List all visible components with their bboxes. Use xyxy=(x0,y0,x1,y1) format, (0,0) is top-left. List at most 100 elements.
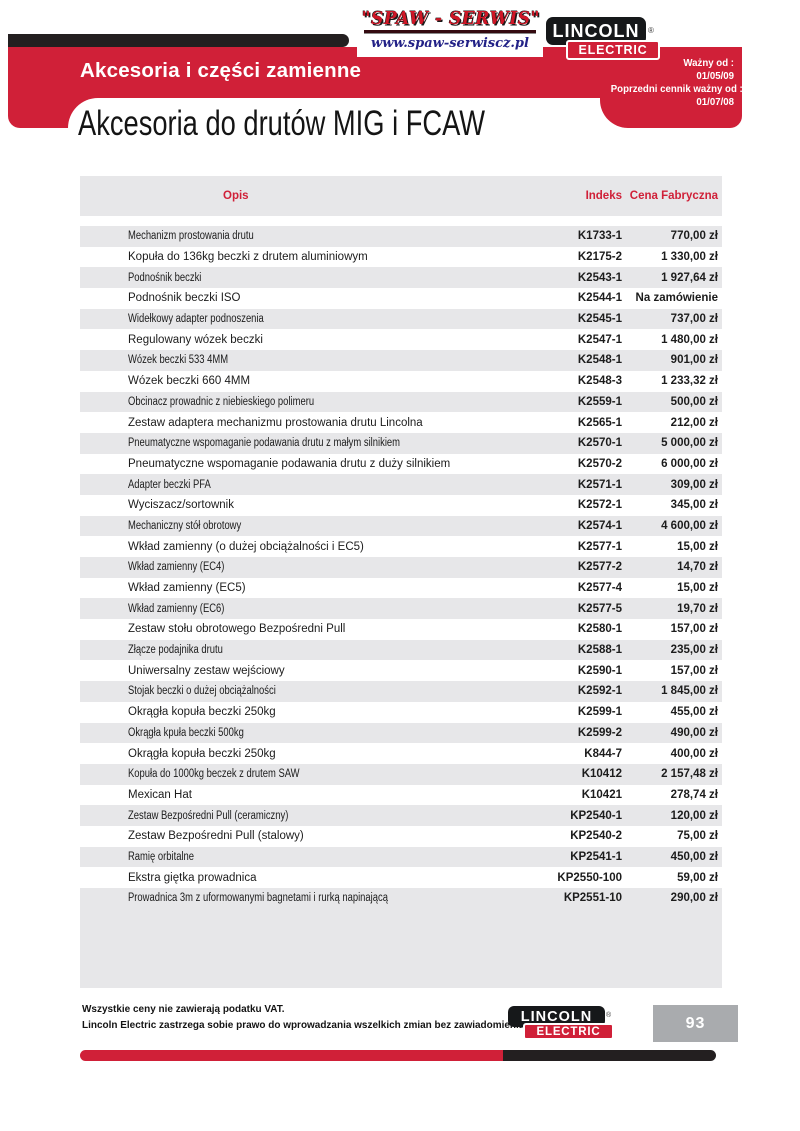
item-description: Ramię orbitalne xyxy=(128,850,195,863)
item-index: KP2540-1 xyxy=(570,809,622,822)
item-price: 2 157,48 zł xyxy=(661,768,718,781)
item-price: 1 480,00 zł xyxy=(661,333,718,346)
item-price: 455,00 zł xyxy=(670,706,718,719)
item-description: Okrągła kopuła beczki 250kg xyxy=(128,747,276,760)
item-description: Zestaw Bezpośredni Pull (stalowy) xyxy=(128,830,304,843)
table-body: Mechanizm prostowania drutu K1733-1 770,00… xyxy=(80,226,722,909)
page-number: 93 xyxy=(685,1014,706,1032)
item-index: K1733-1 xyxy=(577,230,622,243)
top-black-bar xyxy=(8,34,349,47)
spaw-serwis-underline xyxy=(364,30,536,34)
item-description: Obcinacz prowadnic z niebieskiego polime… xyxy=(128,395,315,408)
section-heading: Akcesoria i części zamienne xyxy=(80,59,362,82)
item-index: K2570-2 xyxy=(577,457,622,470)
table-row: Regulowany wózek beczki K2547-1 1 480,00 z… xyxy=(80,329,722,350)
item-index: K2545-1 xyxy=(577,313,622,326)
item-index: K2544-1 xyxy=(577,292,622,305)
item-index: K2574-1 xyxy=(577,519,622,532)
item-price: 290,00 zł xyxy=(670,892,718,905)
table-row: Ramię orbitalne KP2541-1 450,00 zł xyxy=(80,846,722,868)
item-price: Na zamówienie xyxy=(635,292,718,305)
item-index: K10421 xyxy=(581,788,622,801)
item-description: Wkład zamienny (EC5) xyxy=(128,582,246,595)
item-description: Wózek beczki 660 4MM xyxy=(128,375,251,388)
table-bottom-filler xyxy=(80,908,722,988)
item-index: KP2540-2 xyxy=(570,830,622,843)
item-index: K2577-5 xyxy=(577,602,622,615)
spaw-serwis-url: www.spaw-serwiscz.pl xyxy=(371,35,529,51)
item-description: Kopuła do 1000kg beczek z drutem SAW xyxy=(128,768,300,781)
table-row: Mechanizm prostowania drutu K1733-1 770,00… xyxy=(80,226,722,247)
item-price: 59,00 zł xyxy=(677,871,718,884)
item-description: Podnośnik beczki ISO xyxy=(128,292,241,305)
table-header-row: Opis Indeks Cena Fabryczna xyxy=(80,176,722,216)
item-description: Wkład zamienny (o dużej obciążalności i … xyxy=(128,540,364,553)
table-row: Zestaw adaptera mechanizmu prostowania d… xyxy=(80,412,722,433)
item-price: 278,74 zł xyxy=(670,788,718,801)
item-price: 345,00 zł xyxy=(670,499,718,512)
item-description: Pneumatyczne wspomaganie podawania drutu… xyxy=(128,437,401,450)
item-price: 75,00 zł xyxy=(677,830,718,843)
table-row: Mechaniczny stół obrotowy K2574-1 4 600,00… xyxy=(80,515,722,537)
item-description: Wózek beczki 533 4MM xyxy=(128,354,229,367)
table-row: Zestaw stołu obrotowego Bezpośredni Pull… xyxy=(80,619,722,640)
item-description: Podnośnik beczki xyxy=(128,271,202,284)
item-description: Pneumatyczne wspomaganie podawania drutu… xyxy=(128,457,451,470)
table-row: Okrągła kopuła beczki 250kg K2599-1 455,00… xyxy=(80,702,722,723)
item-price: 309,00 zł xyxy=(670,478,718,491)
table-row: Złącze podajnika drutu K2588-1 235,00 zł xyxy=(80,639,722,661)
table-row: Mexican Hat K10421 278,74 zł xyxy=(80,785,722,806)
item-description: Adapter beczki PFA xyxy=(128,478,211,491)
item-price: 400,00 zł xyxy=(670,747,718,760)
item-description: Zestaw stołu obrotowego Bezpośredni Pull xyxy=(128,623,346,636)
table-row: Prowadnica 3m z uformowanymi bagnetami i… xyxy=(80,888,722,909)
bottom-bar-red-segment xyxy=(80,1050,503,1061)
bottom-bar-black-segment xyxy=(503,1050,716,1061)
item-index: K2580-1 xyxy=(577,623,622,636)
item-index: K10412 xyxy=(581,768,622,781)
table-row: Okrągła kopuła beczki 250kg K844-7 400,00 … xyxy=(80,743,722,764)
table-row: Pneumatyczne wspomaganie podawania drutu… xyxy=(80,454,722,475)
item-index: K844-7 xyxy=(584,747,622,760)
table-row: Wkład zamienny (EC6) K2577-5 19,70 zł xyxy=(80,598,722,620)
item-price: 1 330,00 zł xyxy=(661,251,718,264)
item-index: KP2541-1 xyxy=(570,850,622,863)
item-price: 212,00 zł xyxy=(670,416,718,429)
lincoln-electric-logo: LINCOLN ® ELECTRIC xyxy=(546,17,666,63)
item-index: KP2551-10 xyxy=(563,892,622,905)
item-index: K2548-1 xyxy=(577,354,622,367)
item-index: K2548-3 xyxy=(577,375,622,388)
bottom-divider-bar xyxy=(80,1050,716,1061)
item-price: 120,00 zł xyxy=(670,809,718,822)
item-description: Okrągła kpuła beczki 500kg xyxy=(128,726,244,739)
table-row: Okrągła kpuła beczki 500kg K2599-2 490,00 … xyxy=(80,722,722,744)
table-row: Wkład zamienny (EC5) K2577-4 15,00 zł xyxy=(80,578,722,599)
item-price: 901,00 zł xyxy=(670,354,718,367)
item-price: 1 927,64 zł xyxy=(661,271,718,284)
table-row: Uniwersalny zestaw wejściowy K2590-1 157,0… xyxy=(80,660,722,681)
electric-wordmark: ELECTRIC xyxy=(566,40,660,60)
item-description: Okrągła kopuła beczki 250kg xyxy=(128,706,276,719)
item-index: K2588-1 xyxy=(577,644,622,657)
item-index: K2577-4 xyxy=(577,582,622,595)
item-price: 5 000,00 zł xyxy=(661,437,718,450)
item-index: K2547-1 xyxy=(577,333,622,346)
table-header-gap xyxy=(80,216,722,226)
column-header-index: Indeks xyxy=(585,190,622,202)
item-description: Mexican Hat xyxy=(128,788,192,801)
item-index: K2599-1 xyxy=(577,706,622,719)
table-row: Kopuła do 1000kg beczek z drutem SAW K104… xyxy=(80,763,722,785)
registered-mark-icon: ® xyxy=(606,1012,612,1019)
item-description: Ekstra giętka prowadnica xyxy=(128,871,257,884)
item-description: Regulowany wózek beczki xyxy=(128,333,263,346)
table-row: Widełkowy adapter podnoszenia K2545-1 737,… xyxy=(80,308,722,330)
item-index: K2577-1 xyxy=(577,540,622,553)
validity-box: Ważny od : 01/05/09 Poprzedni cennik waż… xyxy=(600,50,743,128)
table-row: Podnośnik beczki K2543-1 1 927,64 zł xyxy=(80,267,722,289)
footer-disclaimer-note: Lincoln Electric zastrzega sobie prawo d… xyxy=(82,1019,528,1031)
item-index: K2590-1 xyxy=(577,664,622,677)
item-price: 15,00 zł xyxy=(677,582,718,595)
table-row: Wkład zamienny (o dużej obciążalności i … xyxy=(80,536,722,557)
item-index: K2570-1 xyxy=(577,437,622,450)
item-price: 737,00 zł xyxy=(670,313,718,326)
